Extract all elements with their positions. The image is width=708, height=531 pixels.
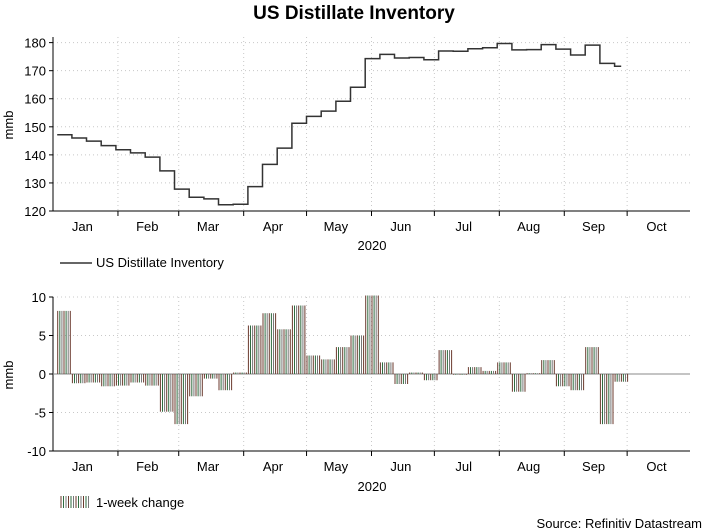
inventory-y-axis-label: mmb xyxy=(1,111,16,140)
weekly-change-bar xyxy=(189,374,203,397)
inventory-ytick-label: 180 xyxy=(24,36,46,51)
weekly-change-bar xyxy=(233,372,247,374)
inventory-xtick-label: Sep xyxy=(582,219,605,234)
inventory-xtick-label: Jul xyxy=(455,219,472,234)
inventory-xtick-label: Jun xyxy=(390,219,411,234)
weekly-change-bars xyxy=(53,295,690,425)
weekly-change-bar xyxy=(394,374,409,384)
weekly-change-bar xyxy=(321,359,335,374)
inventory-xtick-label: May xyxy=(324,219,349,234)
chart-title: US Distillate Inventory xyxy=(253,3,455,24)
weekly-change-bar xyxy=(306,355,321,374)
weekly-change-xtick-label: Jul xyxy=(455,459,472,474)
weekly-change-bar xyxy=(555,374,570,387)
inventory-x-axis-label: 2020 xyxy=(358,238,387,253)
weekly-change-bar xyxy=(203,374,218,379)
weekly-change-bar xyxy=(291,305,306,374)
weekly-change-xtick-label: Aug xyxy=(517,459,540,474)
weekly-change-ytick-label: 10 xyxy=(32,290,46,305)
weekly-change-bar xyxy=(218,374,233,391)
weekly-change-bar xyxy=(467,367,482,374)
weekly-change-y-axis-label: mmb xyxy=(1,361,16,390)
weekly-change-bar xyxy=(71,374,86,384)
weekly-change-bar xyxy=(277,329,291,374)
weekly-change-xtick-label: Jun xyxy=(390,459,411,474)
legend-bar-swatch xyxy=(60,496,89,508)
weekly-change-xtick-label: Jan xyxy=(72,459,93,474)
weekly-change-ytick-label: -10 xyxy=(27,444,46,459)
inventory-x-tick-labels: Jan Feb Mar Apr May Jun Jul Aug Sep Oct xyxy=(72,219,667,234)
inventory-xtick-label: Jan xyxy=(72,219,93,234)
weekly-change-bar xyxy=(379,362,394,374)
weekly-change-xtick-label: Mar xyxy=(197,459,220,474)
weekly-change-panel: -10 -5 0 5 10 Jan Feb Mar Apr May Jun Jul Aug Sep Oct… xyxy=(1,290,690,510)
inventory-ytick-label: 150 xyxy=(24,120,46,135)
inventory-y-tick-labels: 120 130 140 150 160 170 180 xyxy=(24,36,46,219)
weekly-change-bar xyxy=(423,374,438,381)
weekly-change-bar xyxy=(115,374,130,386)
weekly-change-x-axis-label: 2020 xyxy=(358,479,387,494)
weekly-change-bar xyxy=(101,374,115,387)
weekly-change-bar xyxy=(262,313,277,374)
weekly-change-bar xyxy=(482,370,497,374)
weekly-change-bar xyxy=(438,350,453,374)
weekly-change-xtick-label: Feb xyxy=(136,459,158,474)
weekly-change-bar xyxy=(409,372,423,374)
weekly-change-bar xyxy=(335,347,350,374)
weekly-change-bar xyxy=(585,347,599,374)
weekly-change-bar xyxy=(511,374,526,392)
weekly-change-ytick-label: 5 xyxy=(39,329,46,344)
weekly-change-bar xyxy=(365,295,379,374)
weekly-change-bar xyxy=(350,335,365,374)
inventory-ytick-label: 120 xyxy=(24,204,46,219)
inventory-ytick-label: 160 xyxy=(24,92,46,107)
legend-label-weekly-change: 1-week change xyxy=(96,495,184,510)
weekly-change-bar xyxy=(570,374,585,391)
weekly-change-bar xyxy=(541,360,555,374)
inventory-line xyxy=(57,42,622,206)
weekly-change-xtick-label: Apr xyxy=(263,459,284,474)
inventory-xtick-label: Aug xyxy=(517,219,540,234)
weekly-change-bar xyxy=(145,374,159,386)
weekly-change-xtick-label: Oct xyxy=(646,459,667,474)
weekly-change-bar xyxy=(453,374,467,375)
weekly-change-bar xyxy=(159,374,174,412)
inventory-xtick-label: Feb xyxy=(136,219,158,234)
inventory-ytick-label: 130 xyxy=(24,176,46,191)
inventory-panel: 120 130 140 150 160 170 180 Jan Feb Mar Apr May Jun… xyxy=(1,36,690,270)
weekly-change-xtick-label: Sep xyxy=(582,459,605,474)
weekly-change-bar xyxy=(130,374,145,383)
inventory-xtick-label: Apr xyxy=(263,219,284,234)
weekly-change-bar xyxy=(247,325,262,374)
inventory-ytick-label: 140 xyxy=(24,148,46,163)
weekly-change-ytick-label: 0 xyxy=(39,367,46,382)
inventory-ytick-label: 170 xyxy=(24,64,46,79)
inventory-series xyxy=(57,42,622,206)
weekly-change-bar xyxy=(86,374,101,383)
legend-label-inventory: US Distillate Inventory xyxy=(96,255,224,270)
inventory-xtick-label: Oct xyxy=(646,219,667,234)
weekly-change-x-tick-labels: Jan Feb Mar Apr May Jun Jul Aug Sep Oct xyxy=(72,459,667,474)
inventory-axes xyxy=(49,37,690,216)
weekly-change-bar xyxy=(57,310,71,374)
weekly-change-bar xyxy=(174,374,189,425)
weekly-change-bar xyxy=(614,374,629,382)
weekly-change-bar xyxy=(599,374,614,425)
weekly-change-bar xyxy=(497,362,511,374)
inventory-xtick-label: Mar xyxy=(197,219,220,234)
weekly-change-bar xyxy=(526,373,541,374)
inventory-gridlines xyxy=(53,37,690,212)
weekly-change-y-tick-labels: -10 -5 0 5 10 xyxy=(27,290,46,459)
weekly-change-ytick-label: -5 xyxy=(34,406,46,421)
source-note: Source: Refinitiv Datastream xyxy=(537,516,702,531)
weekly-change-xtick-label: May xyxy=(324,459,349,474)
